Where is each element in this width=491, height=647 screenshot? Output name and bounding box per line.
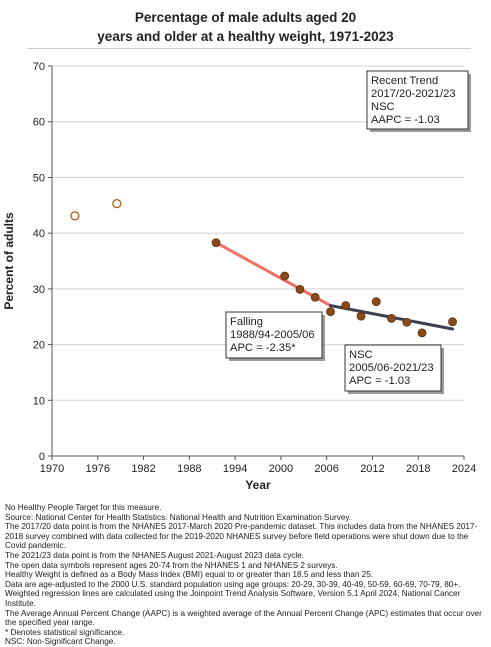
x-tick-label: 1988 [177,463,201,475]
chart-plot: 0 10 20 30 40 50 60 70 1970 1976 1982 1988 1994 2000 2… [2,61,476,492]
footnote-line: Source: National Center for Health Stati… [5,512,352,522]
annotation-text: Falling [230,316,263,328]
x-tick-label: 2024 [452,463,476,475]
chart-title-line-1: Percentage of male adults aged 20 [134,10,357,25]
y-tick-label: 60 [33,117,45,129]
x-tick-label: 1970 [40,463,64,475]
data-point [310,292,320,302]
footnote-line: The open data symbols represent ages 20-… [5,560,338,570]
x-tick-label: 1994 [223,463,247,475]
y-tick-label: 50 [33,172,45,184]
annotation-text: 1988/94-2005/06 [230,329,315,341]
annotation-text: NSC [349,349,373,361]
y-tick-label: 10 [33,395,45,407]
footnote-line: The 2017/20 data point is from the NHANE… [5,522,478,551]
data-point [211,238,221,248]
annotation-box-nsc [344,344,442,392]
footnote-line: The Average Annual Percent Change (AAPC)… [5,608,482,628]
annotation-text: 2005/06-2021/23 [349,362,434,374]
y-axis-label: Percent of adults [2,212,16,310]
annotation-text: APC = -1.03 [349,375,410,387]
footnote-line: Data are age-adjusted to the 2000 U.S. s… [5,579,461,589]
data-point [280,271,290,281]
y-tick-label: 0 [39,451,45,463]
y-tick-label: 30 [33,284,45,296]
data-point [295,285,305,294]
y-tick-label: 20 [33,340,45,352]
chart-title-line-2: years and older at a healthy weight, 197… [97,29,394,44]
footnote-line: The 2021/23 data point is from the NHANE… [5,550,305,560]
x-tick-label: 2012 [360,463,384,475]
annotation-text: NSC [371,101,395,113]
data-point [371,297,381,307]
data-point [402,317,412,327]
open-data-point [70,211,80,221]
open-data-point [112,199,122,209]
annotation-box-falling [225,311,323,359]
annotation-text: AAPC = -1.03 [371,114,440,126]
y-tick-label: 70 [33,61,45,73]
x-tick-label: 2006 [314,463,338,475]
footnote-line: Weighted regression lines are calculated… [5,589,461,608]
x-tick-label: 2018 [406,463,430,475]
data-point [356,311,366,321]
footnote-line: NSC: Non-Significant Change. [5,637,116,647]
annotation-box-recent [366,70,469,130]
x-tick-label: 1982 [131,463,155,475]
footnote-line: * Denotes statistical significance. [5,627,125,637]
annotation-text: APC = -2.35* [230,342,296,354]
x-tick-label: 2000 [269,463,293,475]
data-point [417,328,427,338]
footnote-line: No Healthy People Target for this measur… [5,503,162,512]
annotation-text: 2017/20-2021/23 [371,88,456,100]
data-point [387,313,396,323]
title-divider [28,48,471,49]
footnote-line: Healthy Weight is defined as a Body Mass… [5,570,374,580]
data-point [341,301,351,310]
annotation-text: Recent Trend [371,75,438,87]
chart-title: Percentage of male adults aged 20 years … [0,8,491,46]
footnotes: No Healthy People Target for this measur… [5,503,488,647]
data-point [326,307,335,317]
x-axis-label: Year [245,478,271,492]
y-tick-label: 40 [33,228,45,240]
data-point [448,317,457,327]
x-tick-label: 1976 [86,463,110,475]
